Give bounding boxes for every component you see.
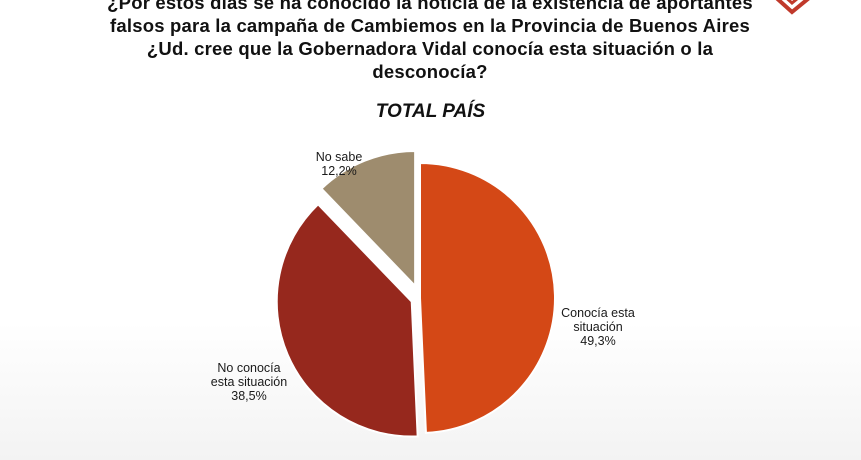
pie-slice-no-sabe: [320, 149, 417, 289]
brand-logo-icon: [775, 0, 810, 15]
question-line-2: falsos para la campaña de Cambiemos en l…: [110, 15, 750, 36]
pie-slice-no-conocia: [275, 202, 419, 438]
slice-label-no-conocia: No conocía esta situación 38,5%: [211, 361, 287, 403]
question-title: ¿Por estos días se ha conocido la notici…: [60, 0, 800, 83]
slice-label-no-sabe: No sabe 12,2%: [316, 150, 363, 178]
question-line-3: ¿Ud. cree que la Gobernadora Vidal conoc…: [146, 38, 714, 59]
chart-subtitle: TOTAL PAÍS: [375, 101, 486, 122]
question-line-1: ¿Por estos días se ha conocido la notici…: [107, 0, 753, 13]
question-line-4: desconocía?: [372, 61, 488, 82]
slice-label-conocia: Conocía esta situación 49,3%: [561, 306, 635, 348]
pie-slice-conocia: [419, 161, 556, 434]
